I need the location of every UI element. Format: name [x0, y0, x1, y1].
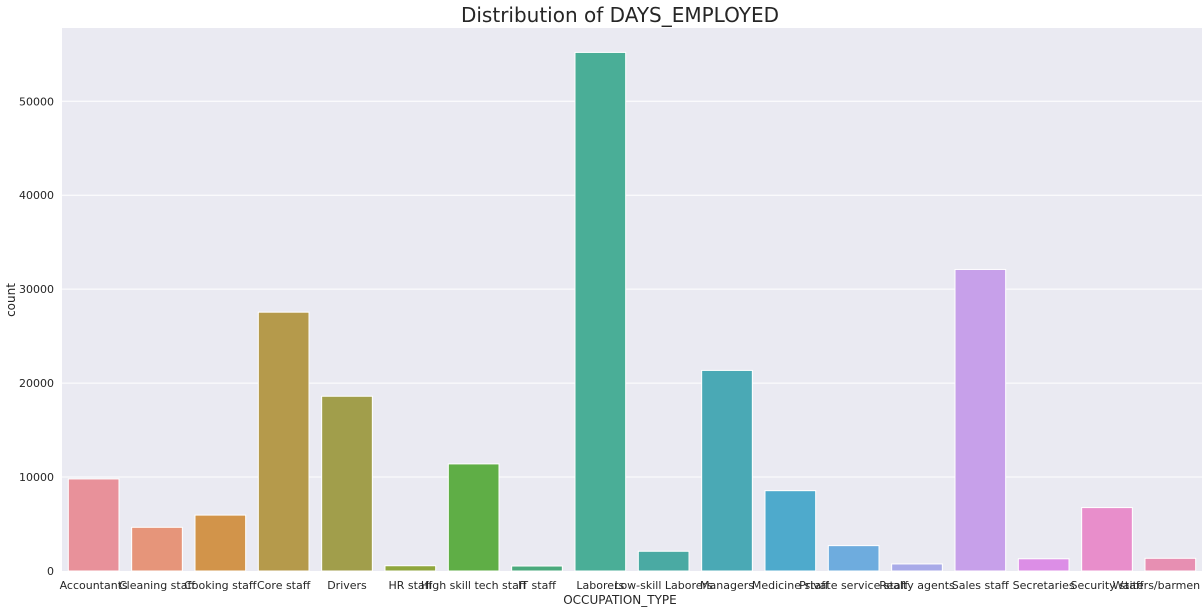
- bar-cooking-staff: [194, 514, 247, 572]
- y-tick-label: 50000: [19, 95, 54, 108]
- x-tick-label: High skill tech staff: [421, 579, 527, 592]
- x-tick-label: Realty agents: [879, 579, 955, 592]
- x-tick-label: Laborers: [576, 579, 624, 592]
- x-tick-label: Cleaning staff: [119, 579, 196, 592]
- bar-sales-staff: [954, 268, 1007, 572]
- bar-managers: [701, 369, 753, 572]
- x-tick-label: Accountants: [60, 579, 128, 592]
- x-tick-label: Medicine staff: [752, 579, 829, 592]
- chart-title: Distribution of DAYS_EMPLOYED: [461, 3, 779, 27]
- bars: [67, 51, 1197, 572]
- y-tick-label: 40000: [19, 189, 54, 202]
- x-tick-label: Private service staff: [799, 579, 909, 592]
- bar-laborers: [574, 51, 627, 572]
- x-axis-label: OCCUPATION_TYPE: [563, 593, 677, 607]
- bar-drivers: [321, 395, 373, 572]
- x-tick-label: Cooking staff: [184, 579, 257, 592]
- y-tick-labels: 0 10000 20000 30000 40000 50000: [19, 95, 54, 578]
- bar-core-staff: [257, 311, 310, 572]
- bar-it-staff: [511, 565, 563, 572]
- x-tick-label: Secretaries: [1013, 579, 1075, 592]
- x-tick-label: Drivers: [327, 579, 367, 592]
- bar-security-staff: [1081, 507, 1133, 572]
- bar-realty-agents: [891, 563, 943, 572]
- x-tick-label: Managers: [700, 579, 754, 592]
- y-tick-label: 20000: [19, 377, 54, 390]
- bar-hr-staff: [384, 565, 437, 572]
- y-axis-label: count: [4, 283, 18, 317]
- y-tick-label: 30000: [19, 283, 54, 296]
- x-tick-label: Security staff: [1070, 579, 1143, 592]
- x-tick-label: HR staff: [388, 579, 432, 592]
- bar-medicine-staff: [764, 490, 817, 572]
- x-tick-label: Core staff: [257, 579, 311, 592]
- x-tick-label: Sales staff: [952, 579, 1010, 592]
- bar-secretaries: [1017, 558, 1070, 572]
- bar-high-skill-tech-staff: [447, 463, 500, 572]
- gridlines: [62, 100, 1202, 478]
- bar-accountants: [67, 478, 120, 572]
- y-tick-label: 0: [47, 565, 54, 578]
- plot-area: [62, 28, 1202, 571]
- x-tick-label: Waiters/barmen staff: [1113, 579, 1204, 592]
- bar-waiters-barmen-staff: [1144, 557, 1197, 572]
- bar-private-service-staff: [827, 545, 880, 572]
- bar-low-skill-laborers: [637, 550, 690, 572]
- x-tick-label: Low-skill Laborers: [615, 579, 714, 592]
- bar-cleaning-staff: [131, 526, 183, 572]
- y-tick-label: 10000: [19, 471, 54, 484]
- x-tick-label: IT staff: [518, 579, 556, 592]
